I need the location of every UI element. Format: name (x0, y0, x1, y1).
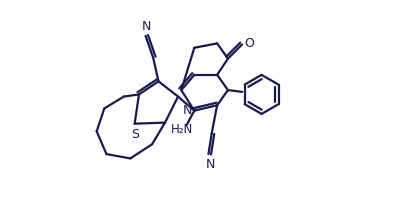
Text: O: O (244, 37, 254, 50)
Text: N: N (142, 20, 151, 33)
Text: N: N (183, 104, 192, 117)
Text: H₂N: H₂N (171, 123, 193, 136)
Text: N: N (206, 158, 215, 171)
Text: S: S (130, 128, 139, 141)
